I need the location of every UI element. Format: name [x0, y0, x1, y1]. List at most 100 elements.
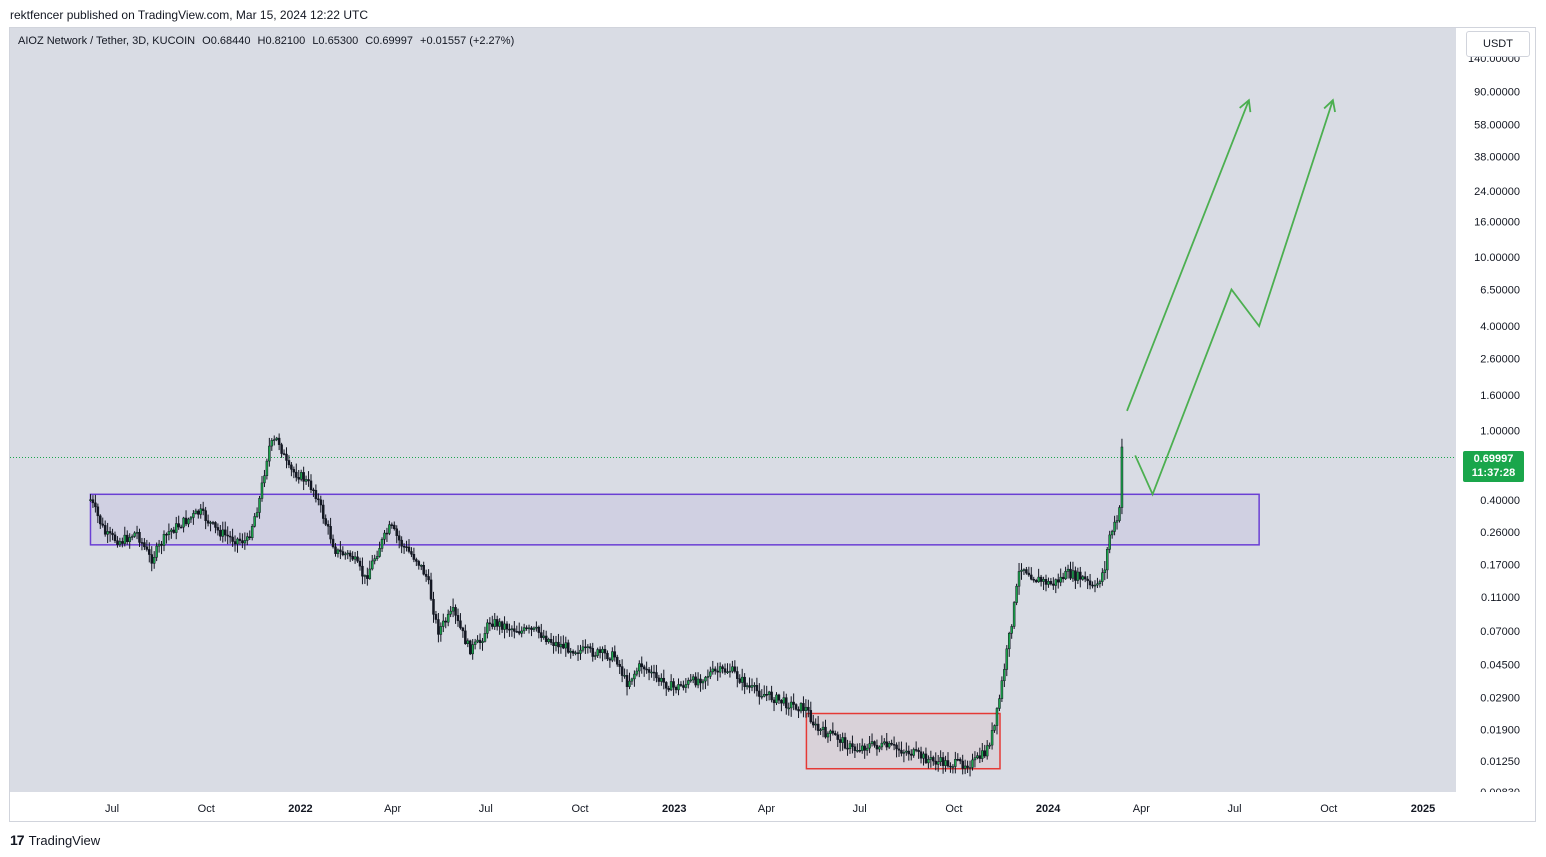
candle-body	[787, 707, 790, 710]
candle-body	[373, 558, 376, 562]
candle-body	[669, 681, 673, 691]
candle-body	[630, 678, 634, 682]
candle-body	[241, 540, 244, 544]
candle-body	[94, 502, 97, 508]
candle-body	[351, 555, 354, 560]
candle-body	[449, 610, 452, 615]
candle-body	[1105, 549, 1109, 571]
candle-body	[464, 630, 467, 645]
candle-body	[317, 498, 320, 501]
candle-body	[508, 628, 511, 631]
x-tick-label: Oct	[198, 803, 215, 815]
candle-body	[1064, 571, 1067, 580]
candle-body	[326, 524, 330, 527]
candle-body	[334, 546, 337, 554]
candle-body	[949, 765, 952, 768]
candle-body	[1010, 626, 1013, 634]
candle-body	[174, 523, 178, 533]
x-tick-label: 2023	[662, 803, 686, 815]
legend-close: C0.69997	[365, 35, 413, 47]
candle-body	[302, 472, 305, 482]
candle-body	[682, 685, 685, 688]
candle-body	[486, 622, 489, 634]
candle-body	[211, 522, 215, 524]
candle-body	[750, 685, 754, 688]
candle-body	[275, 437, 278, 440]
candle-body	[319, 499, 323, 506]
y-tick-label: 1.60000	[1480, 390, 1520, 402]
candle-body	[520, 630, 523, 634]
candle-body	[1096, 583, 1099, 586]
candle-body	[593, 655, 597, 657]
candle-body	[214, 522, 217, 528]
candle-body	[990, 730, 994, 746]
footer-brand: TradingView	[28, 832, 101, 848]
candle-body	[96, 506, 100, 517]
candle-body	[243, 540, 247, 544]
candle-body	[721, 666, 724, 669]
candle-body	[728, 670, 732, 673]
chart-frame[interactable]	[9, 27, 1536, 822]
candle-body	[973, 757, 977, 761]
candle-body	[204, 510, 207, 521]
candle-body	[1005, 648, 1009, 670]
candle-body	[799, 703, 803, 712]
candle-body	[738, 678, 741, 683]
candle-body	[557, 641, 560, 648]
candle-body	[657, 677, 661, 682]
candle-body	[895, 744, 898, 750]
candle-body	[1069, 568, 1072, 579]
y-tick-label: 1.00000	[1480, 426, 1520, 438]
candle-body	[571, 650, 575, 654]
candle-body	[123, 534, 127, 544]
candle-body	[780, 700, 783, 704]
candle-body	[848, 743, 852, 750]
candle-body	[907, 750, 911, 755]
candle-body	[878, 746, 881, 750]
candle-body	[500, 621, 504, 630]
candle-body	[152, 556, 156, 564]
projection-arrowhead-1	[1239, 98, 1252, 113]
candle-body	[495, 619, 499, 627]
candle-body	[740, 676, 744, 683]
tradingview-logo-icon[interactable]: 17	[10, 832, 25, 848]
candle-body	[660, 677, 663, 682]
y-tick-label: 0.07000	[1480, 626, 1520, 638]
candle-body	[569, 650, 572, 653]
candle-body	[838, 739, 842, 743]
candle-body	[89, 499, 92, 501]
candle-body	[875, 745, 879, 750]
candle-body	[451, 607, 455, 612]
x-tick-label: Jul	[853, 803, 867, 815]
symbol-legend: AIOZ Network / Tether, 3D, KUCOIN O0.684…	[18, 35, 518, 47]
candle-body	[1103, 569, 1107, 573]
candle-body	[917, 749, 920, 752]
y-tick-label: 0.01250	[1480, 756, 1520, 768]
currency-button[interactable]: USDT	[1466, 31, 1530, 57]
candle-body	[1071, 570, 1075, 579]
candle-body	[633, 673, 636, 680]
candle-body	[402, 545, 406, 548]
candle-body	[1074, 570, 1077, 581]
candle-body	[128, 537, 131, 542]
candle-body	[375, 556, 379, 559]
candle-body	[696, 678, 700, 686]
candle-body	[219, 529, 222, 537]
candle-body	[385, 532, 389, 535]
candle-body	[187, 518, 190, 525]
last-price-value: 0.69997	[1473, 453, 1514, 465]
y-tick-label: 4.00000	[1480, 321, 1520, 333]
y-tick-label: 0.11000	[1481, 592, 1520, 604]
candle-body	[905, 750, 908, 753]
candle-body	[927, 759, 930, 764]
candle-body	[819, 729, 822, 731]
candle-body	[650, 671, 653, 674]
candle-body	[478, 639, 482, 643]
publisher-line: rektfencer published on TradingView.com,…	[10, 8, 368, 22]
candle-body	[111, 532, 114, 536]
candle-body	[1027, 572, 1031, 576]
candle-body	[924, 753, 928, 764]
candle-body	[677, 684, 680, 691]
candle-body	[544, 635, 548, 643]
